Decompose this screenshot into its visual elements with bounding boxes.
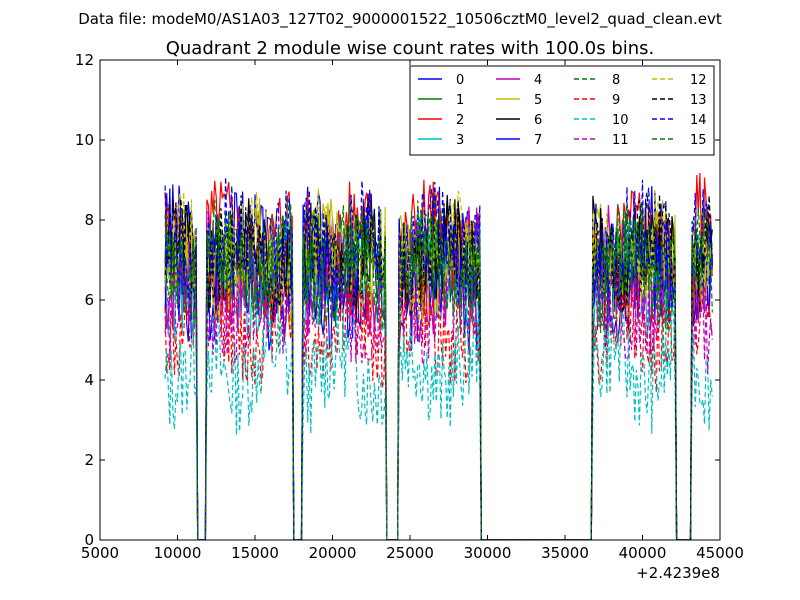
chart-title: Quadrant 2 module wise count rates with … <box>166 38 655 59</box>
x-offset-label: +2.4239e8 <box>636 564 720 582</box>
legend-label-15: 15 <box>690 133 707 148</box>
series-line-10 <box>164 301 713 540</box>
legend-label-11: 11 <box>612 133 629 148</box>
legend-label-8: 8 <box>612 73 620 88</box>
legend-label-6: 6 <box>534 113 542 128</box>
x-tick-label: 30000 <box>464 544 512 562</box>
series-line-9 <box>164 265 713 540</box>
series-line-13 <box>164 188 713 540</box>
legend-label-3: 3 <box>456 133 464 148</box>
legend-label-12: 12 <box>690 73 707 88</box>
x-tick-label: 20000 <box>309 544 357 562</box>
series-line-11 <box>164 243 713 540</box>
x-tick-label: 25000 <box>386 544 434 562</box>
legend-label-4: 4 <box>534 73 542 88</box>
y-tick-label: 12 <box>75 51 94 69</box>
y-tick-label: 10 <box>75 131 94 149</box>
x-tick-label: 5000 <box>81 544 119 562</box>
legend-label-13: 13 <box>690 93 707 108</box>
series-layer <box>164 172 713 540</box>
y-tick-label: 8 <box>84 211 94 229</box>
legend-label-5: 5 <box>534 93 542 108</box>
x-tick-label: 40000 <box>619 544 667 562</box>
x-tick-label: 10000 <box>154 544 202 562</box>
legend-label-14: 14 <box>690 113 707 128</box>
y-tick-label: 6 <box>84 291 94 309</box>
series-line-14 <box>164 176 713 540</box>
legend-label-7: 7 <box>534 133 542 148</box>
legend-label-10: 10 <box>612 113 629 128</box>
y-tick-label: 0 <box>84 531 94 549</box>
ticks-layer: 5000 10000 15000 20000 25000 30000 35000 40000 4… <box>75 51 744 562</box>
suptitle: Data file: modeM0/AS1A03_127T02_90000015… <box>78 10 722 29</box>
legend-label-2: 2 <box>456 113 464 128</box>
legend-box <box>409 65 715 156</box>
y-tick-label: 2 <box>84 451 94 469</box>
series-line-15 <box>164 199 713 540</box>
legend-label-1: 1 <box>456 93 464 108</box>
x-tick-label: 15000 <box>231 544 279 562</box>
y-tick-label: 4 <box>84 371 94 389</box>
x-tick-label: 35000 <box>541 544 589 562</box>
x-tick-label: 45000 <box>696 544 744 562</box>
legend-label-9: 9 <box>612 93 620 108</box>
legend-label-0: 0 <box>456 73 464 88</box>
